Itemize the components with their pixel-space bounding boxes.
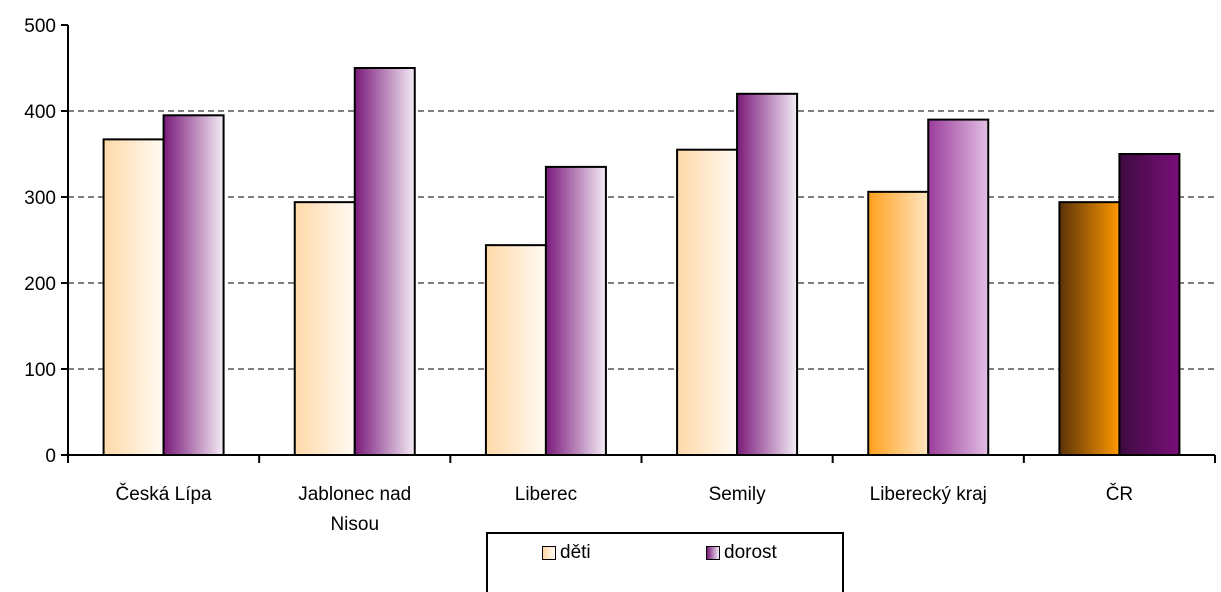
bar-dorost [162, 114, 225, 457]
legend-label-deti: děti [560, 542, 591, 563]
x-tick-label: Česká Lípa [116, 483, 213, 505]
y-tick-label: 200 [24, 274, 56, 295]
y-tick-label: 300 [24, 188, 56, 209]
bar-dorost [736, 92, 799, 457]
bar-deti [484, 244, 547, 456]
gridlines [68, 110, 1215, 370]
legend-item-dorost: dorost [706, 542, 777, 564]
bar-dorost [927, 118, 990, 456]
bars [102, 67, 1181, 457]
x-tick-label: Jablonec nad Nisou [298, 484, 411, 535]
bar-deti [1058, 201, 1121, 456]
tick-labels: 0 100 200 300 400 500 Česká Lípa Jablonec nad Ni… [24, 16, 1133, 535]
x-tick-label: ČR [1106, 483, 1133, 505]
legend-swatch-dorost [706, 546, 720, 560]
x-tick-label: Semily [709, 484, 767, 505]
y-tick-label: 100 [24, 360, 56, 381]
legend: děti dorost [486, 532, 844, 592]
bar-deti [293, 201, 356, 456]
bar-deti [102, 138, 165, 456]
bar-deti [676, 148, 739, 456]
y-tick-label: 0 [45, 446, 56, 467]
x-tick-label: Liberecký kraj [870, 484, 987, 505]
bar-dorost [353, 67, 416, 456]
legend-item-deti: děti [542, 542, 591, 564]
bar-dorost [544, 165, 607, 456]
axes [61, 24, 1216, 463]
bar-deti [867, 190, 930, 456]
legend-swatch-deti [542, 546, 556, 560]
y-tick-label: 500 [24, 16, 56, 37]
legend-label-dorost: dorost [724, 542, 777, 563]
x-tick-label: Liberec [515, 484, 577, 505]
y-tick-label: 400 [24, 102, 56, 123]
bar-dorost [1118, 153, 1181, 456]
